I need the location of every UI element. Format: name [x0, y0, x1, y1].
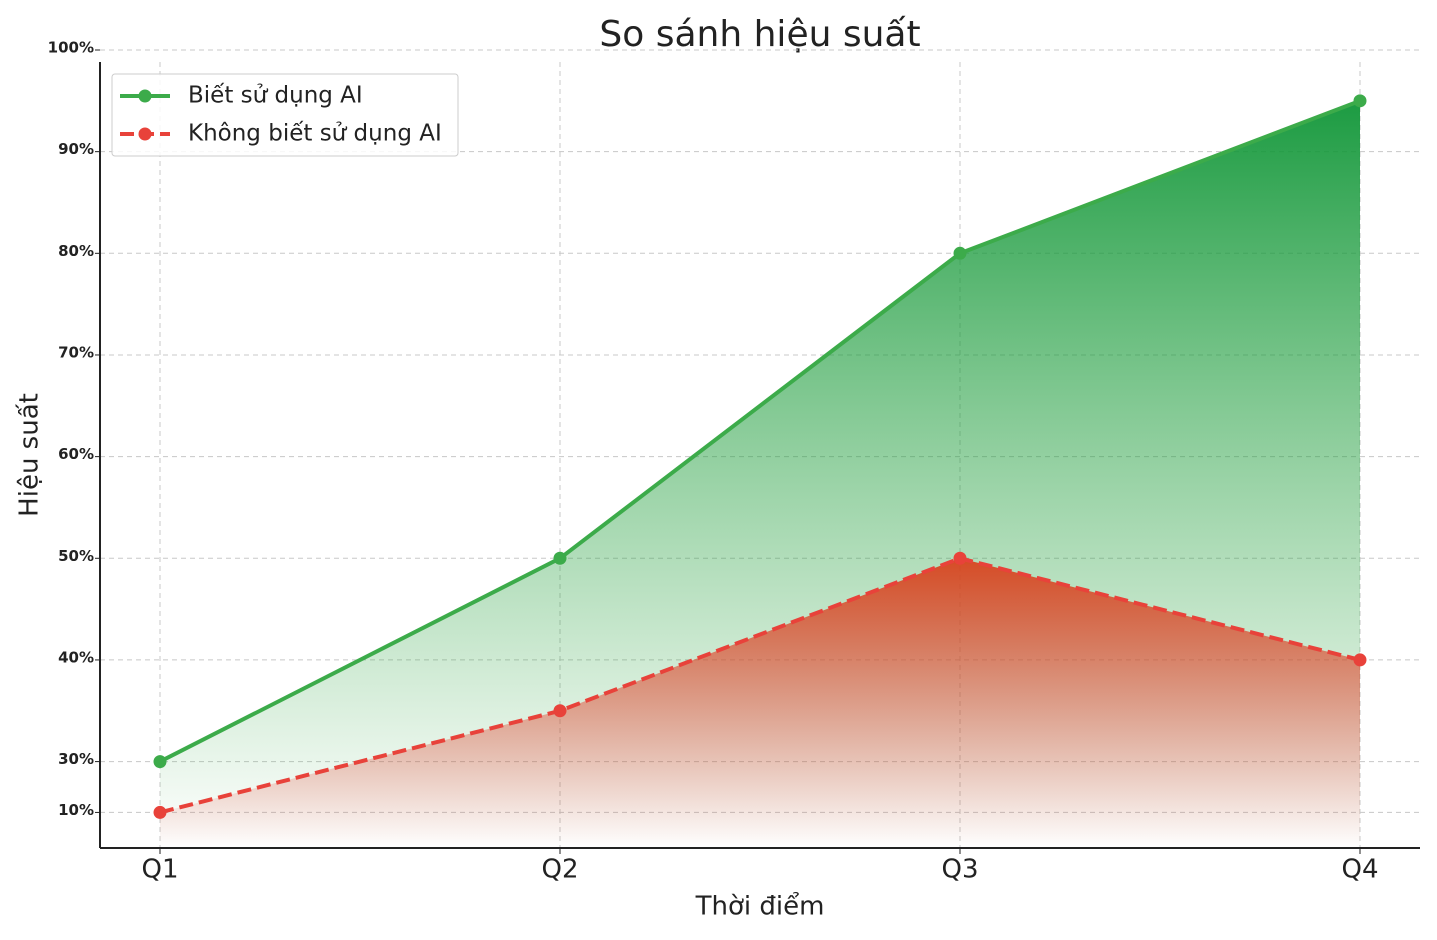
- y-tick-label: 10%: [58, 801, 94, 819]
- marker: [153, 805, 167, 819]
- y-tick-label: 60%: [58, 445, 94, 463]
- y-tick-label: 40%: [58, 648, 94, 666]
- legend-label: Không biết sử dụng AI: [188, 121, 442, 147]
- marker: [953, 246, 967, 260]
- chart-title: So sánh hiệu suất: [599, 14, 920, 55]
- x-axis-label: Thời điểm: [695, 891, 825, 922]
- legend-label: Biết sử dụng AI: [188, 83, 363, 109]
- x-tick-label: Q4: [1341, 855, 1378, 885]
- series-line: [159, 98, 1361, 764]
- marker: [553, 704, 567, 718]
- marker: [153, 755, 167, 769]
- legend-marker: [138, 89, 152, 103]
- y-axis-label: Hiệu suất: [15, 393, 45, 517]
- x-tick-label: Q1: [141, 855, 178, 885]
- legend-box: [111, 73, 459, 157]
- legend: Biết sử dụng AI Không biết sử dụng AI: [111, 73, 459, 157]
- marker: [1353, 653, 1367, 667]
- y-tick-label: 50%: [58, 547, 94, 565]
- series-line: [159, 556, 1361, 815]
- marker: [953, 551, 967, 565]
- y-tick-label: 90%: [58, 140, 94, 158]
- y-tick-label: 30%: [58, 750, 94, 768]
- x-tick-label: Q2: [541, 855, 578, 885]
- marker: [553, 551, 567, 565]
- y-tick-label: 100%: [48, 39, 94, 57]
- y-tick-label: 70%: [58, 343, 94, 361]
- area: [160, 558, 1360, 848]
- legend-marker: [138, 127, 152, 141]
- marker: [1353, 94, 1367, 108]
- y-tick-label: 80%: [58, 242, 94, 260]
- x-tick-label: Q3: [941, 855, 978, 885]
